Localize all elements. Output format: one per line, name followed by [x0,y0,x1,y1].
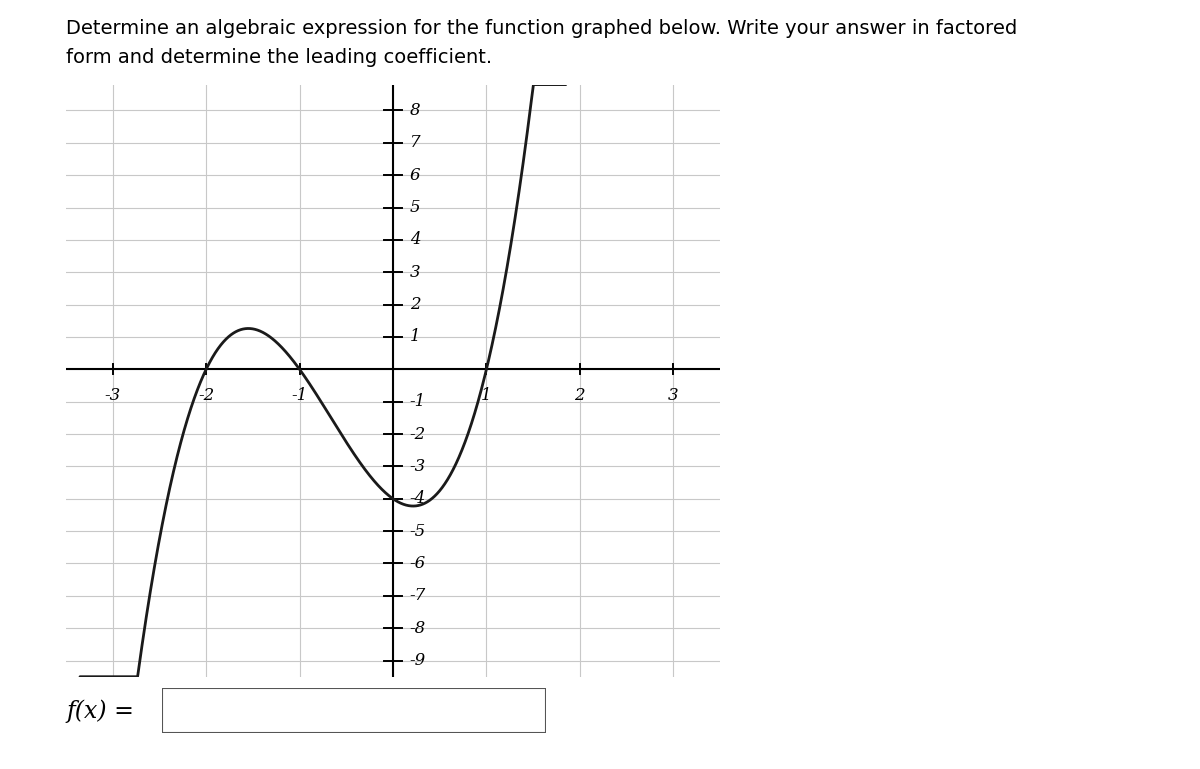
Text: -5: -5 [410,523,426,540]
Text: -1: -1 [292,387,307,404]
Text: -3: -3 [104,387,121,404]
Text: -9: -9 [410,652,426,669]
Text: -2: -2 [410,425,426,442]
Text: -7: -7 [410,588,426,604]
Text: 1: 1 [410,328,420,345]
Text: -8: -8 [410,620,426,637]
Text: 5: 5 [410,199,420,216]
Text: -3: -3 [410,458,426,475]
Text: 6: 6 [410,167,420,184]
Text: 2: 2 [410,296,420,313]
Text: 1: 1 [481,387,492,404]
Text: -1: -1 [410,393,426,410]
Text: 4: 4 [410,231,420,248]
Text: -4: -4 [410,491,426,508]
Text: -2: -2 [198,387,215,404]
Text: 3: 3 [668,387,678,404]
Text: 7: 7 [410,135,420,151]
Text: Determine an algebraic expression for the function graphed below. Write your ans: Determine an algebraic expression for th… [66,19,1018,38]
Text: 3: 3 [410,264,420,281]
Text: form and determine the leading coefficient.: form and determine the leading coefficie… [66,48,492,67]
FancyBboxPatch shape [162,688,546,733]
Text: 8: 8 [410,102,420,119]
Text: 2: 2 [575,387,586,404]
Text: -6: -6 [410,555,426,572]
Text: f(x) =: f(x) = [66,700,134,723]
